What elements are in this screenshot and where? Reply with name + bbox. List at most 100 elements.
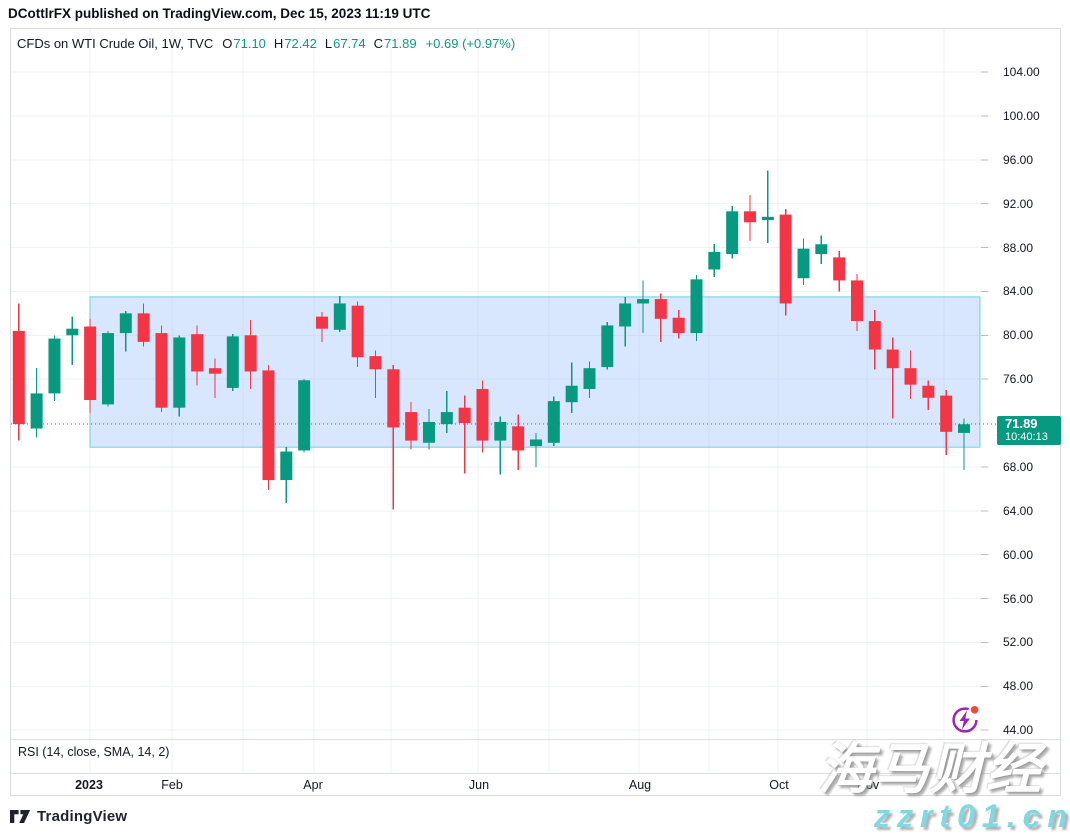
time-axis-label-aug[interactable]: Aug bbox=[628, 778, 652, 792]
last-price-value: 71.89 bbox=[1005, 416, 1038, 432]
candle-up bbox=[958, 424, 971, 433]
candle-down bbox=[922, 385, 935, 398]
price-axis-label[interactable]: 80.00 bbox=[1003, 328, 1034, 343]
price-axis-label[interactable]: 68.00 bbox=[1003, 459, 1034, 474]
watermark-url: zzrt01.cn bbox=[874, 798, 1070, 834]
candle-up bbox=[226, 336, 239, 388]
candle-up bbox=[815, 244, 828, 255]
price-axis-label[interactable]: 84.00 bbox=[1003, 284, 1034, 299]
candle-up bbox=[494, 421, 507, 441]
time-axis-label-feb[interactable]: Feb bbox=[161, 778, 183, 792]
candle-down bbox=[476, 389, 489, 441]
candle-up bbox=[547, 401, 560, 443]
time-axis-label-jun[interactable]: Jun bbox=[468, 778, 490, 792]
candle-down bbox=[904, 368, 917, 385]
pane-divider[interactable] bbox=[11, 739, 1060, 740]
candle-down bbox=[155, 333, 168, 408]
price-axis-label[interactable]: 60.00 bbox=[1003, 547, 1034, 562]
candle-down bbox=[351, 305, 364, 358]
candle-up bbox=[619, 303, 632, 327]
candle-up bbox=[601, 325, 614, 368]
candle-down bbox=[137, 313, 150, 342]
candle-up bbox=[529, 439, 542, 447]
candle-up bbox=[298, 380, 311, 451]
lightning-bolt-icon bbox=[959, 710, 970, 730]
change-value: +0.69 (+0.97%) bbox=[425, 36, 516, 51]
candle-up bbox=[66, 328, 79, 336]
candle-down bbox=[886, 349, 899, 369]
candle-down bbox=[458, 407, 471, 424]
candle-down bbox=[779, 214, 792, 304]
rsi-indicator-label: RSI (14, close, SMA, 14, 2) bbox=[18, 745, 170, 759]
candle-down bbox=[850, 280, 863, 322]
candle-up bbox=[708, 251, 721, 270]
price-axis-label[interactable]: 64.00 bbox=[1003, 503, 1034, 518]
price-axis-label[interactable]: 56.00 bbox=[1003, 591, 1034, 606]
attribution-line: DCottlrFX published on TradingView.com, … bbox=[8, 6, 431, 21]
candlestick-plot bbox=[11, 29, 997, 773]
candle-up bbox=[30, 393, 43, 429]
ohlc-pair: C 71.89 bbox=[373, 36, 417, 51]
candle-up bbox=[101, 333, 114, 405]
candle-down bbox=[369, 356, 382, 370]
candle-down bbox=[654, 299, 667, 319]
price-axis-label[interactable]: 76.00 bbox=[1003, 372, 1034, 387]
chart-frame: CFDs on WTI Crude Oil, 1W, TVC O 71.10 H 72… bbox=[10, 28, 1061, 796]
price-axis-label[interactable]: 96.00 bbox=[1003, 152, 1034, 167]
candle-up bbox=[636, 299, 649, 304]
candle-down bbox=[12, 330, 25, 425]
candle-down bbox=[84, 326, 97, 401]
candle-down bbox=[191, 334, 204, 372]
candle-up bbox=[48, 338, 61, 394]
candle-down bbox=[833, 257, 846, 281]
price-axis-label[interactable]: 52.00 bbox=[1003, 635, 1034, 650]
tradingview-logo[interactable]: TradingView bbox=[10, 808, 127, 825]
price-axis-label[interactable]: 44.00 bbox=[1003, 723, 1034, 738]
highlight-rectangle bbox=[89, 296, 981, 448]
bar-countdown: 10:40:13 bbox=[1005, 431, 1048, 444]
time-axis-label-apr[interactable]: Apr bbox=[303, 778, 323, 792]
candle-down bbox=[262, 370, 275, 481]
price-axis-label[interactable]: 104.00 bbox=[1003, 65, 1040, 79]
time-axis-label-2023[interactable]: 2023 bbox=[75, 778, 103, 792]
candle-up bbox=[797, 248, 810, 279]
price-axis-label[interactable]: 100.00 bbox=[1003, 108, 1040, 123]
ohlc-pair: O 71.10 bbox=[222, 36, 266, 51]
ohlc-pair: H 72.42 bbox=[273, 36, 317, 51]
price-axis-label[interactable]: 88.00 bbox=[1003, 240, 1034, 255]
candle-down bbox=[208, 368, 221, 374]
price-axis-label[interactable]: 48.00 bbox=[1003, 679, 1034, 694]
candle-up bbox=[280, 451, 293, 481]
price-axis-label[interactable]: 92.00 bbox=[1003, 196, 1034, 211]
time-axis-label-nov[interactable]: Nov bbox=[856, 778, 880, 792]
candle-up bbox=[583, 368, 596, 390]
candle-down bbox=[387, 369, 400, 428]
symbol-legend: CFDs on WTI Crude Oil, 1W, TVC O 71.10 H 72… bbox=[17, 36, 515, 51]
ohlc-pair: L 67.74 bbox=[324, 36, 366, 51]
candle-up bbox=[333, 303, 346, 330]
tradingview-logo-text: TradingView bbox=[37, 808, 128, 825]
candle-down bbox=[743, 211, 756, 223]
notification-dot bbox=[970, 706, 979, 714]
boost-ring bbox=[952, 707, 978, 733]
symbol-title: CFDs on WTI Crude Oil, 1W, TVC bbox=[17, 36, 214, 51]
candle-down bbox=[940, 395, 953, 432]
time-axis-divider[interactable] bbox=[11, 773, 1060, 774]
candle-up bbox=[440, 412, 453, 425]
candle-down bbox=[315, 316, 328, 329]
candle-down bbox=[244, 335, 257, 372]
ohlc-values: O 71.10 H 72.42 L 67.74 C 71.89 bbox=[222, 36, 416, 51]
tradingview-logo-icon bbox=[10, 809, 31, 823]
candle-down bbox=[672, 317, 685, 334]
time-axis-label-oct[interactable]: Oct bbox=[769, 778, 789, 792]
candle-down bbox=[405, 412, 418, 441]
candle-up bbox=[173, 337, 186, 408]
candle-up bbox=[422, 421, 435, 443]
watermark-chinese: 海马财经 bbox=[818, 738, 1043, 800]
candle-down bbox=[868, 321, 881, 350]
candle-up bbox=[565, 385, 578, 403]
candle-down bbox=[512, 426, 525, 451]
boost-lightning-icon[interactable] bbox=[947, 702, 983, 738]
last-price-badge: 71.89 10:40:13 bbox=[997, 416, 1061, 446]
